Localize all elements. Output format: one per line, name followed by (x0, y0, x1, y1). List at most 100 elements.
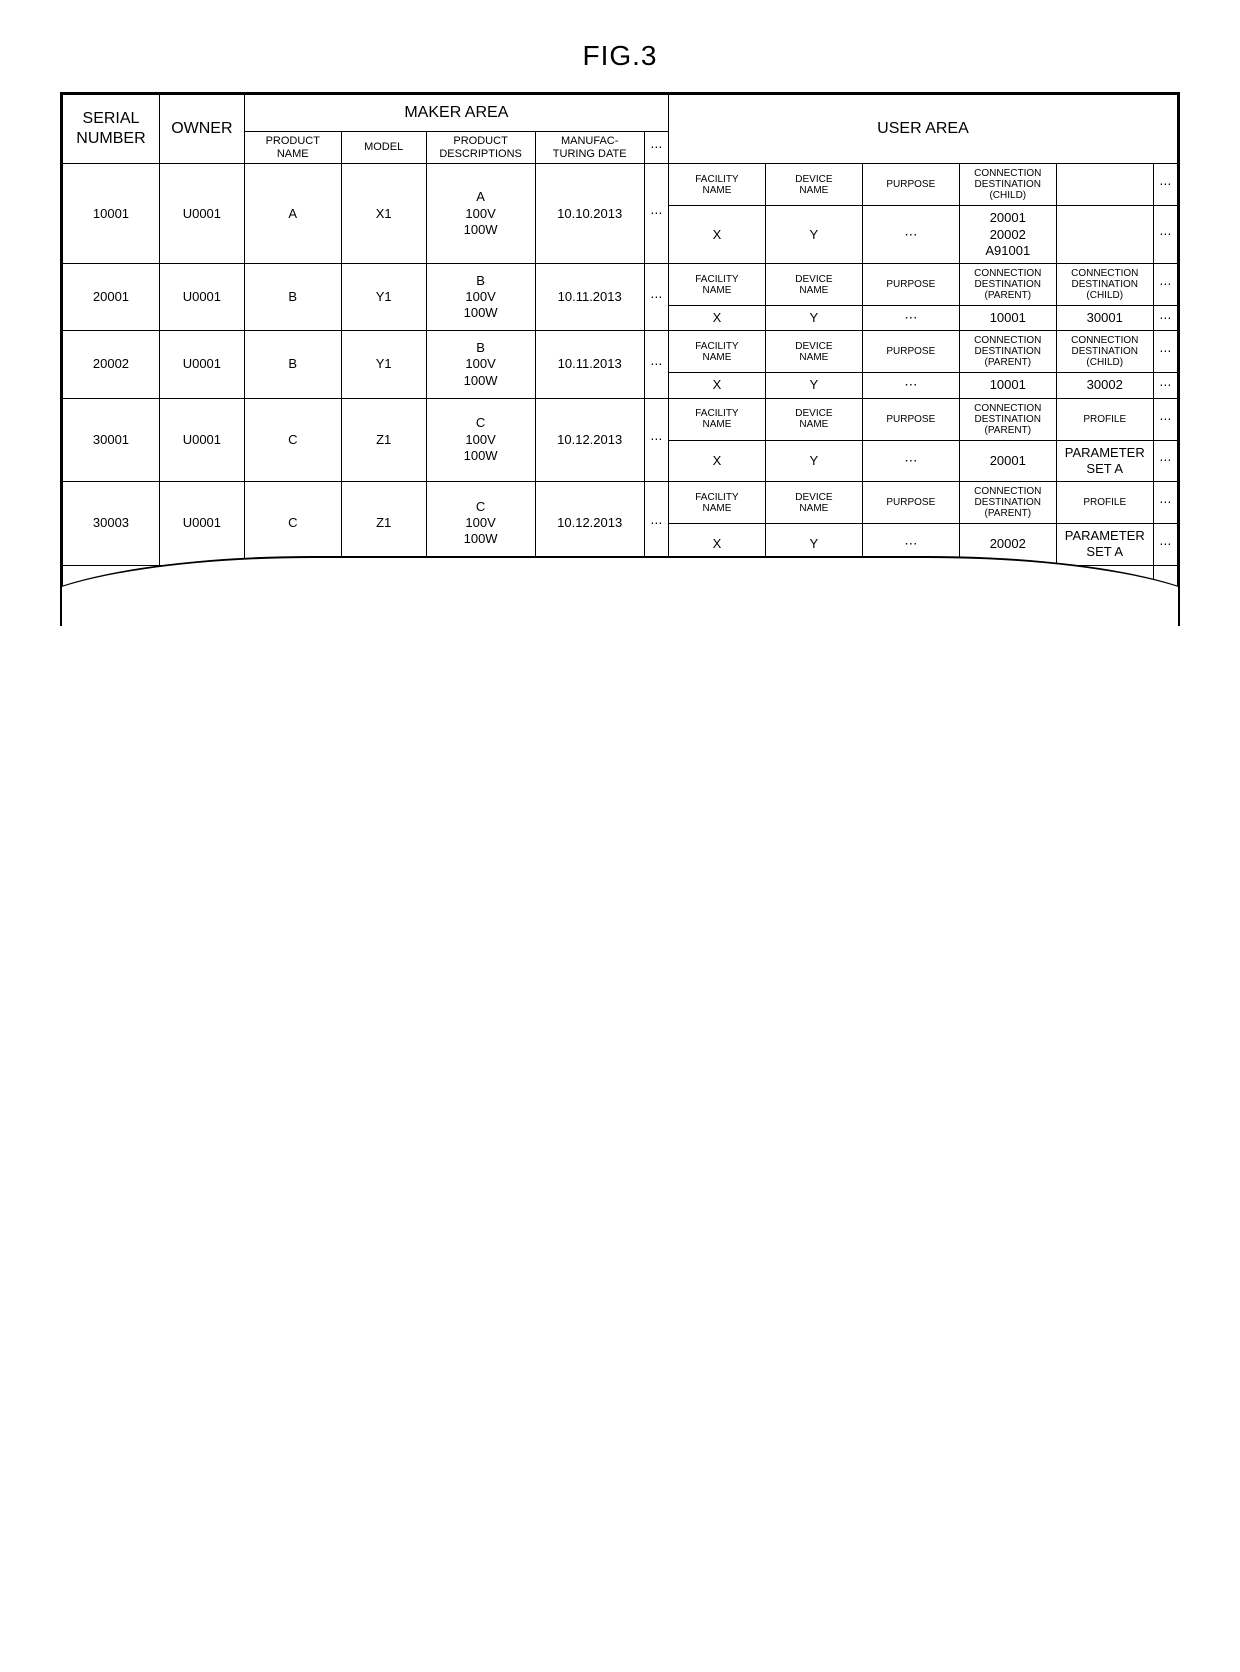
col-maker-area: MAKER AREA (244, 95, 668, 132)
cell: CONNECTION DESTINATION (CHILD) (1056, 264, 1153, 306)
cell: X1 (341, 164, 426, 264)
cell: 10.11.2013 (535, 264, 644, 331)
cell: ⋯ (1153, 373, 1177, 398)
cell: FACILITY NAME (668, 164, 765, 206)
cell: DEVICE NAME (765, 264, 862, 306)
cell: B (244, 331, 341, 398)
cell: ⋯ (1153, 398, 1177, 440)
cell: ⋯ (1153, 306, 1177, 331)
cell: PURPOSE (862, 264, 959, 306)
cell: 10001 (63, 164, 160, 264)
cell: C (244, 398, 341, 482)
col-product-desc: PRODUCT DESCRIPTIONS (426, 132, 535, 164)
cell: U0001 (159, 164, 244, 264)
cell: PURPOSE (862, 398, 959, 440)
cell: ⋯ (1153, 206, 1177, 264)
cell: ⋯ (862, 206, 959, 264)
cell: PURPOSE (862, 482, 959, 524)
cell: 30003 (63, 482, 160, 566)
cell: Y1 (341, 331, 426, 398)
cell: X (668, 306, 765, 331)
cell: ⋯ (644, 331, 668, 398)
col-user-area: USER AREA (668, 95, 1177, 164)
data-table: SERIAL NUMBER OWNER MAKER AREA USER AREA… (62, 94, 1178, 626)
cell (1056, 164, 1153, 206)
table-row: 20001U0001BY1B 100V 100W10.11.2013⋯FACIL… (63, 264, 1178, 306)
cell: B 100V 100W (426, 331, 535, 398)
cell: Y1 (341, 264, 426, 331)
cell: FACILITY NAME (668, 331, 765, 373)
cell: PURPOSE (862, 331, 959, 373)
col-maker-more: ⋯ (644, 132, 668, 164)
cell: Y (765, 373, 862, 398)
cell: Y (765, 306, 862, 331)
cell: 10.11.2013 (535, 331, 644, 398)
cell: ⋯ (644, 398, 668, 482)
cell: 10.12.2013 (535, 398, 644, 482)
cell: B 100V 100W (426, 264, 535, 331)
cell: C 100V 100W (426, 398, 535, 482)
cell: 20002 (63, 331, 160, 398)
figure-title: FIG.3 (60, 40, 1180, 72)
cell: 20001 (63, 264, 160, 331)
cell: CONNECTION DESTINATION (PARENT) (959, 398, 1056, 440)
cell: ⋯ (862, 440, 959, 482)
cell: PARAMETER SET A (1056, 524, 1153, 566)
cell: U0001 (159, 482, 244, 566)
cell: U0001 (159, 398, 244, 482)
col-owner: OWNER (159, 95, 244, 164)
table-row: 30003U0001CZ1C 100V 100W10.12.2013⋯FACIL… (63, 482, 1178, 524)
cell: X (668, 440, 765, 482)
cell: C 100V 100W (426, 482, 535, 566)
col-manuf-date: MANUFAC- TURING DATE (535, 132, 644, 164)
cell: 20001 (959, 440, 1056, 482)
cell: U0001 (159, 331, 244, 398)
cell: 10001 (959, 306, 1056, 331)
torn-bottom-edge (60, 556, 1180, 626)
cell: CONNECTION DESTINATION (CHILD) (959, 164, 1056, 206)
table-container: SERIAL NUMBER OWNER MAKER AREA USER AREA… (60, 92, 1180, 626)
cell: DEVICE NAME (765, 331, 862, 373)
cell: A 100V 100W (426, 164, 535, 264)
cell: FACILITY NAME (668, 482, 765, 524)
cell: PARAMETER SET A (1056, 440, 1153, 482)
header-row-1: SERIAL NUMBER OWNER MAKER AREA USER AREA (63, 95, 1178, 132)
cell: ⋯ (1153, 331, 1177, 373)
cell: ⋯ (862, 373, 959, 398)
cell: CONNECTION DESTINATION (PARENT) (959, 264, 1056, 306)
cell: 10001 (959, 373, 1056, 398)
cell: A (244, 164, 341, 264)
cell: CONNECTION DESTINATION (PARENT) (959, 331, 1056, 373)
cell: DEVICE NAME (765, 482, 862, 524)
cell: X (668, 373, 765, 398)
table-row: 20002U0001BY1B 100V 100W10.11.2013⋯FACIL… (63, 331, 1178, 373)
cell: ⋯ (1153, 440, 1177, 482)
cell: Z1 (341, 482, 426, 566)
cell: ⋯ (644, 164, 668, 264)
cell: B (244, 264, 341, 331)
cell: PROFILE (1056, 482, 1153, 524)
cell: 30001 (63, 398, 160, 482)
cell: FACILITY NAME (668, 398, 765, 440)
cell: PURPOSE (862, 164, 959, 206)
cell: DEVICE NAME (765, 398, 862, 440)
cell: ⋯ (1153, 164, 1177, 206)
cell: 20001 20002 A91001 (959, 206, 1056, 264)
cell: CONNECTION DESTINATION (CHILD) (1056, 331, 1153, 373)
cell: ⋯ (1153, 264, 1177, 306)
cell: 30001 (1056, 306, 1153, 331)
table-row: 10001U0001AX1A 100V 100W10.10.2013⋯FACIL… (63, 164, 1178, 206)
cell: Y (765, 206, 862, 264)
table-row: 30001U0001CZ1C 100V 100W10.12.2013⋯FACIL… (63, 398, 1178, 440)
cell: CONNECTION DESTINATION (PARENT) (959, 482, 1056, 524)
cell: Z1 (341, 398, 426, 482)
cell: 10.12.2013 (535, 482, 644, 566)
cell: U0001 (159, 264, 244, 331)
cell: X (668, 206, 765, 264)
cell: ⋯ (1153, 482, 1177, 524)
cell: 30002 (1056, 373, 1153, 398)
cell: C (244, 482, 341, 566)
cell: Y (765, 440, 862, 482)
col-model: MODEL (341, 132, 426, 164)
cell: ⋯ (1153, 524, 1177, 566)
